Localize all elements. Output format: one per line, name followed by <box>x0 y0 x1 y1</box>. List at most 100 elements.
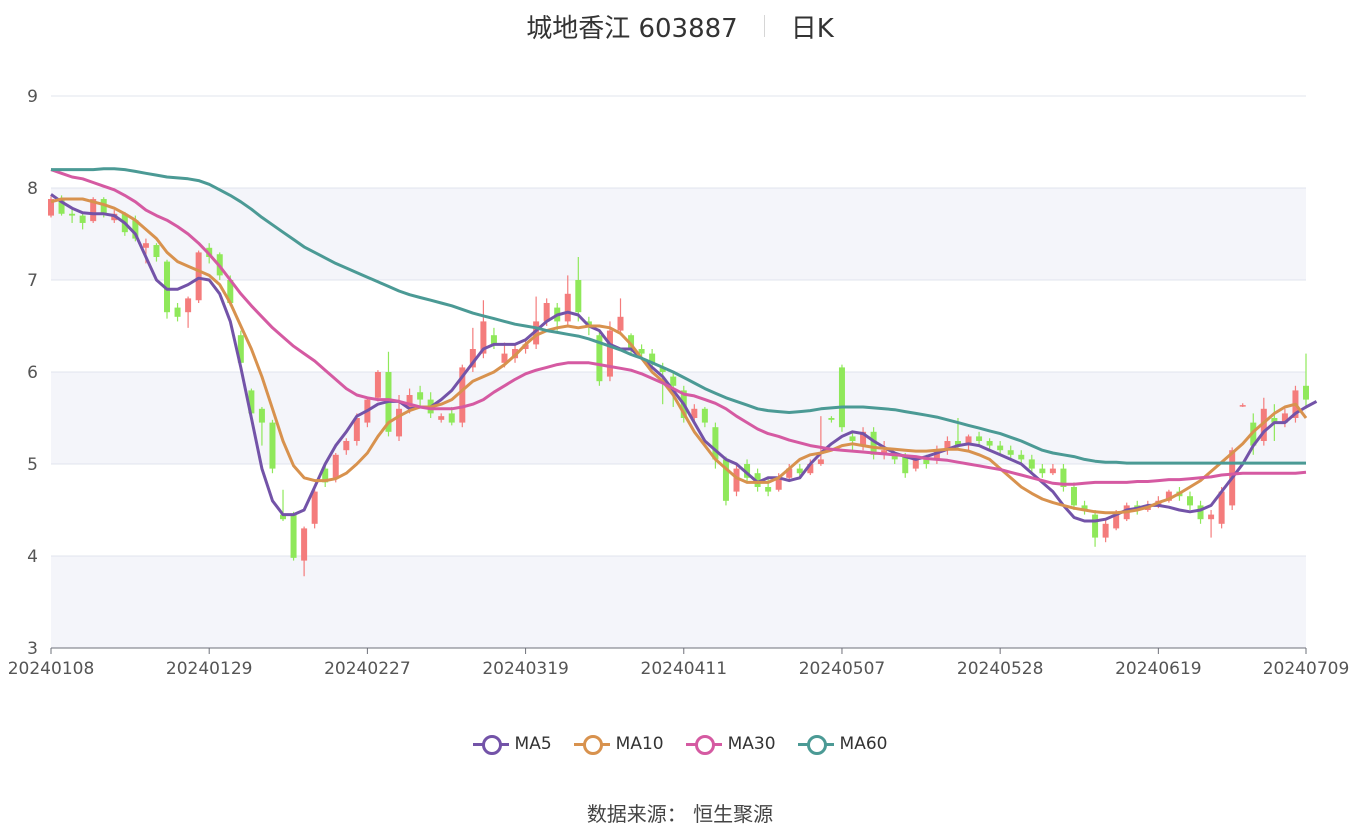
candle <box>343 438 350 455</box>
candle-body <box>301 528 308 561</box>
candle <box>69 208 76 223</box>
candle-body <box>195 252 202 301</box>
candle <box>817 416 824 466</box>
chart-title: 城地香江 603887 <box>526 13 738 44</box>
candle <box>533 296 540 349</box>
candle-body <box>986 441 993 446</box>
legend-item-ma30[interactable]: MA30 <box>685 734 776 755</box>
candle-body <box>838 367 845 428</box>
grid-bands <box>51 95 1306 649</box>
ma-line-ma5 <box>50 193 1318 523</box>
candle-body <box>670 376 677 386</box>
y-axis: 3 4 5 6 7 8 9 <box>27 87 38 659</box>
ma-line-ma30 <box>50 168 1307 486</box>
candle-body <box>153 245 160 257</box>
candle <box>997 441 1004 455</box>
y-tick-label: 5 <box>27 455 38 475</box>
candle <box>754 468 761 492</box>
legend-label: MA5 <box>514 734 552 754</box>
candle-body <box>1186 496 1193 506</box>
candle <box>933 445 940 464</box>
candle <box>438 413 445 423</box>
candle-body <box>322 468 329 483</box>
candle-body <box>448 413 455 423</box>
candle-body <box>185 298 192 313</box>
candle <box>1197 500 1204 524</box>
legend: MA5 MA10 MA30 MA60 <box>0 734 1360 755</box>
candle-body <box>269 422 276 469</box>
candle-body <box>870 431 877 455</box>
candle <box>1039 464 1046 478</box>
x-tick-label: 20240528 <box>957 659 1044 679</box>
title-separator <box>763 15 765 37</box>
candle <box>1007 445 1014 460</box>
candle-body <box>343 441 350 451</box>
candle-body <box>1260 408 1267 441</box>
candle-body <box>649 353 656 363</box>
candle-body <box>522 344 529 349</box>
candle-body <box>575 280 582 313</box>
candle-body <box>248 390 255 414</box>
candle-body <box>1208 514 1215 520</box>
candle-body <box>923 459 930 464</box>
candle-body <box>965 436 972 446</box>
candle-body <box>69 213 76 216</box>
candle-body <box>58 199 65 214</box>
candle-body <box>796 468 803 474</box>
grid-band <box>51 556 1306 648</box>
candle-body <box>1092 514 1099 538</box>
chart-title-bar: 城地香江 603887 日K <box>0 6 1360 46</box>
candle-body <box>258 408 265 423</box>
candle <box>311 489 318 529</box>
legend-marker-icon <box>573 734 610 755</box>
candle-body <box>976 436 983 441</box>
candle-body <box>237 335 244 363</box>
candle <box>828 416 835 423</box>
grid-band <box>51 188 1306 280</box>
candle <box>596 330 603 386</box>
candle-body <box>90 199 97 222</box>
candle-body <box>417 392 424 400</box>
candle-body <box>1028 459 1035 469</box>
candle-body <box>1049 468 1056 474</box>
candle-body <box>954 441 961 446</box>
candle <box>522 339 529 354</box>
candle-body <box>828 418 835 420</box>
legend-item-ma5[interactable]: MA5 <box>472 734 552 755</box>
candle-body <box>174 307 181 317</box>
candle-body <box>1081 505 1088 510</box>
legend-item-ma10[interactable]: MA10 <box>573 734 664 755</box>
candle-body <box>997 445 1004 451</box>
source-note: 数据来源： 恒生聚源 <box>586 802 774 826</box>
grid-band <box>51 372 1306 464</box>
candle <box>701 406 708 428</box>
candle-body <box>480 321 487 354</box>
candle <box>174 303 181 322</box>
candle-body <box>1113 514 1120 529</box>
candle-body <box>132 220 139 239</box>
candle-body <box>1018 454 1025 460</box>
candle-body <box>659 367 666 372</box>
candle-body <box>1271 418 1278 423</box>
candle-body <box>290 514 297 558</box>
candle <box>744 459 751 483</box>
legend-item-ma60[interactable]: MA60 <box>797 734 888 755</box>
x-tick-label: 20240507 <box>799 659 886 679</box>
candle-body <box>543 303 550 322</box>
candle <box>153 243 160 262</box>
y-tick-label: 3 <box>27 639 38 659</box>
candle <box>1102 519 1109 543</box>
candle-body <box>585 321 592 326</box>
legend-label: MA60 <box>839 734 888 754</box>
candle-body <box>765 487 772 492</box>
candle-body <box>490 335 497 345</box>
candle-body <box>701 408 708 423</box>
legend-label: MA10 <box>615 734 664 754</box>
y-tick-label: 4 <box>27 547 38 567</box>
candle-body <box>849 436 856 441</box>
candle <box>691 404 698 423</box>
candle-body <box>280 514 287 520</box>
candle <box>1018 450 1025 464</box>
y-tick-label: 9 <box>27 87 38 107</box>
